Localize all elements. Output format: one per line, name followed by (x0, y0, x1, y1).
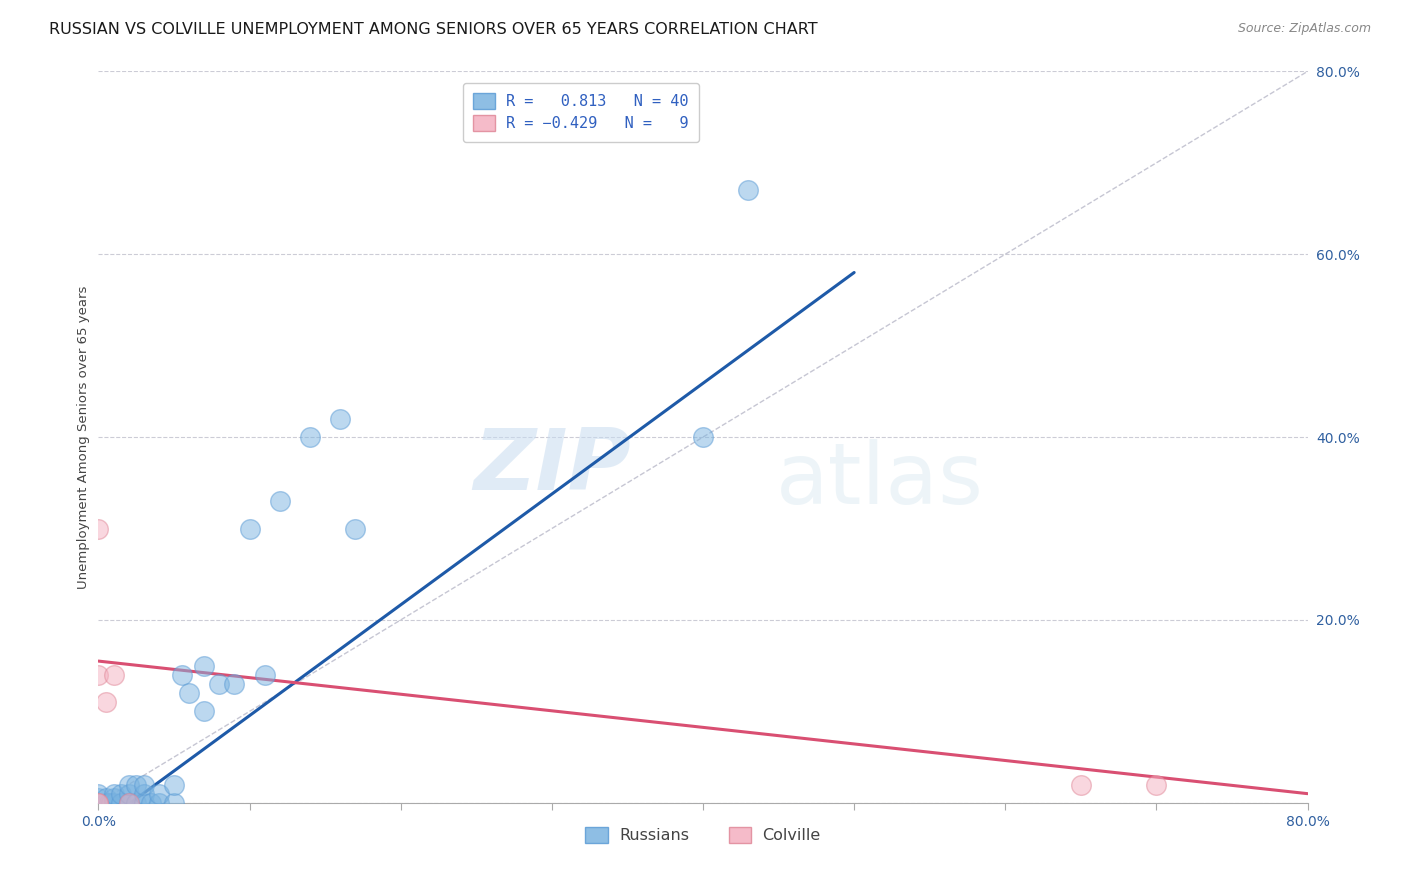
Text: atlas: atlas (776, 440, 984, 523)
Point (239, 521, 262, 535)
Point (94, 791, 117, 805)
Point (148, 787, 170, 801)
Point (103, 796, 125, 810)
Point (193, 705, 215, 719)
Point (118, 796, 141, 810)
Point (98, 796, 121, 810)
Point (344, 521, 367, 535)
Point (103, 667, 125, 681)
Point (253, 667, 276, 681)
Point (94, 695, 117, 709)
Point (1070, 778, 1092, 792)
Legend: Russians, Colville: Russians, Colville (579, 821, 827, 850)
Point (118, 787, 141, 801)
Point (87, 667, 110, 681)
Point (224, 677, 246, 691)
Point (692, 430, 714, 444)
Point (269, 494, 291, 508)
Point (87, 787, 110, 801)
Point (737, 183, 759, 197)
Point (163, 778, 186, 792)
Point (148, 796, 170, 810)
Point (1144, 778, 1167, 792)
Point (141, 796, 163, 810)
Point (118, 778, 141, 792)
Point (87, 796, 110, 810)
Point (132, 778, 155, 792)
Text: Source: ZipAtlas.com: Source: ZipAtlas.com (1237, 22, 1371, 36)
Point (87, 796, 110, 810)
Point (87, 796, 110, 810)
Text: RUSSIAN VS COLVILLE UNEMPLOYMENT AMONG SENIORS OVER 65 YEARS CORRELATION CHART: RUSSIAN VS COLVILLE UNEMPLOYMENT AMONG S… (49, 22, 818, 37)
Point (163, 796, 186, 810)
Point (132, 796, 155, 810)
Point (87, 521, 110, 535)
Point (170, 667, 193, 681)
Point (125, 796, 148, 810)
Text: ZIP: ZIP (472, 425, 630, 508)
Point (87, 791, 110, 805)
Point (100, 796, 122, 810)
Point (118, 796, 141, 810)
Point (103, 791, 125, 805)
Point (208, 677, 231, 691)
Point (299, 430, 322, 444)
Point (103, 787, 125, 801)
Point (329, 412, 352, 426)
Point (94, 796, 117, 810)
Point (179, 686, 201, 700)
Point (132, 787, 155, 801)
Point (110, 796, 132, 810)
Point (193, 658, 215, 673)
Point (125, 778, 148, 792)
Y-axis label: Unemployment Among Seniors over 65 years: Unemployment Among Seniors over 65 years (77, 285, 90, 589)
Point (118, 796, 141, 810)
Point (110, 787, 132, 801)
